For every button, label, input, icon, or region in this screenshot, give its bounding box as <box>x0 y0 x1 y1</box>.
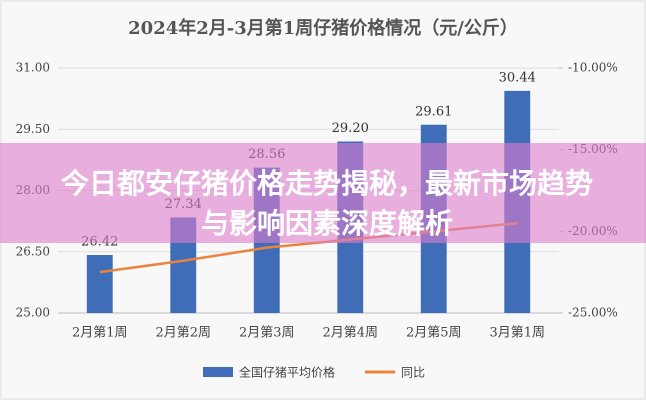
legend-swatch <box>203 367 233 377</box>
y-tick-label: 31.00 <box>16 61 50 75</box>
y2-tick-label: -25.00% <box>568 306 618 320</box>
legend-label: 同比 <box>401 366 425 380</box>
x-tick-label: 2月第5周 <box>406 326 462 341</box>
x-tick-label: 2月第3周 <box>239 326 295 341</box>
x-tick-label: 3月第1周 <box>489 326 545 341</box>
value-label: 30.44 <box>499 70 536 85</box>
y2-tick-label: -10.00% <box>568 61 618 75</box>
bar <box>86 255 113 313</box>
x-tick-label: 2月第2周 <box>155 326 211 341</box>
chart-title: 2024年2月-3月第1周仔猪价格情况（元/公斤） <box>128 17 518 39</box>
y-tick-label: 26.50 <box>16 244 50 258</box>
y-tick-label: 25.00 <box>16 306 50 320</box>
banner <box>0 143 646 243</box>
banner-text: 今日都安仔猪价格走势揭秘，最新市场趋势与影响因素深度解析 <box>60 167 593 240</box>
y-tick-label: 29.50 <box>16 122 50 136</box>
x-tick-label: 2月第4周 <box>322 326 378 341</box>
x-tick-label: 2月第1周 <box>72 326 128 341</box>
value-label: 29.20 <box>332 121 369 136</box>
legend-label: 全国仔猪平均价格 <box>239 365 335 380</box>
value-label: 29.61 <box>415 104 452 119</box>
